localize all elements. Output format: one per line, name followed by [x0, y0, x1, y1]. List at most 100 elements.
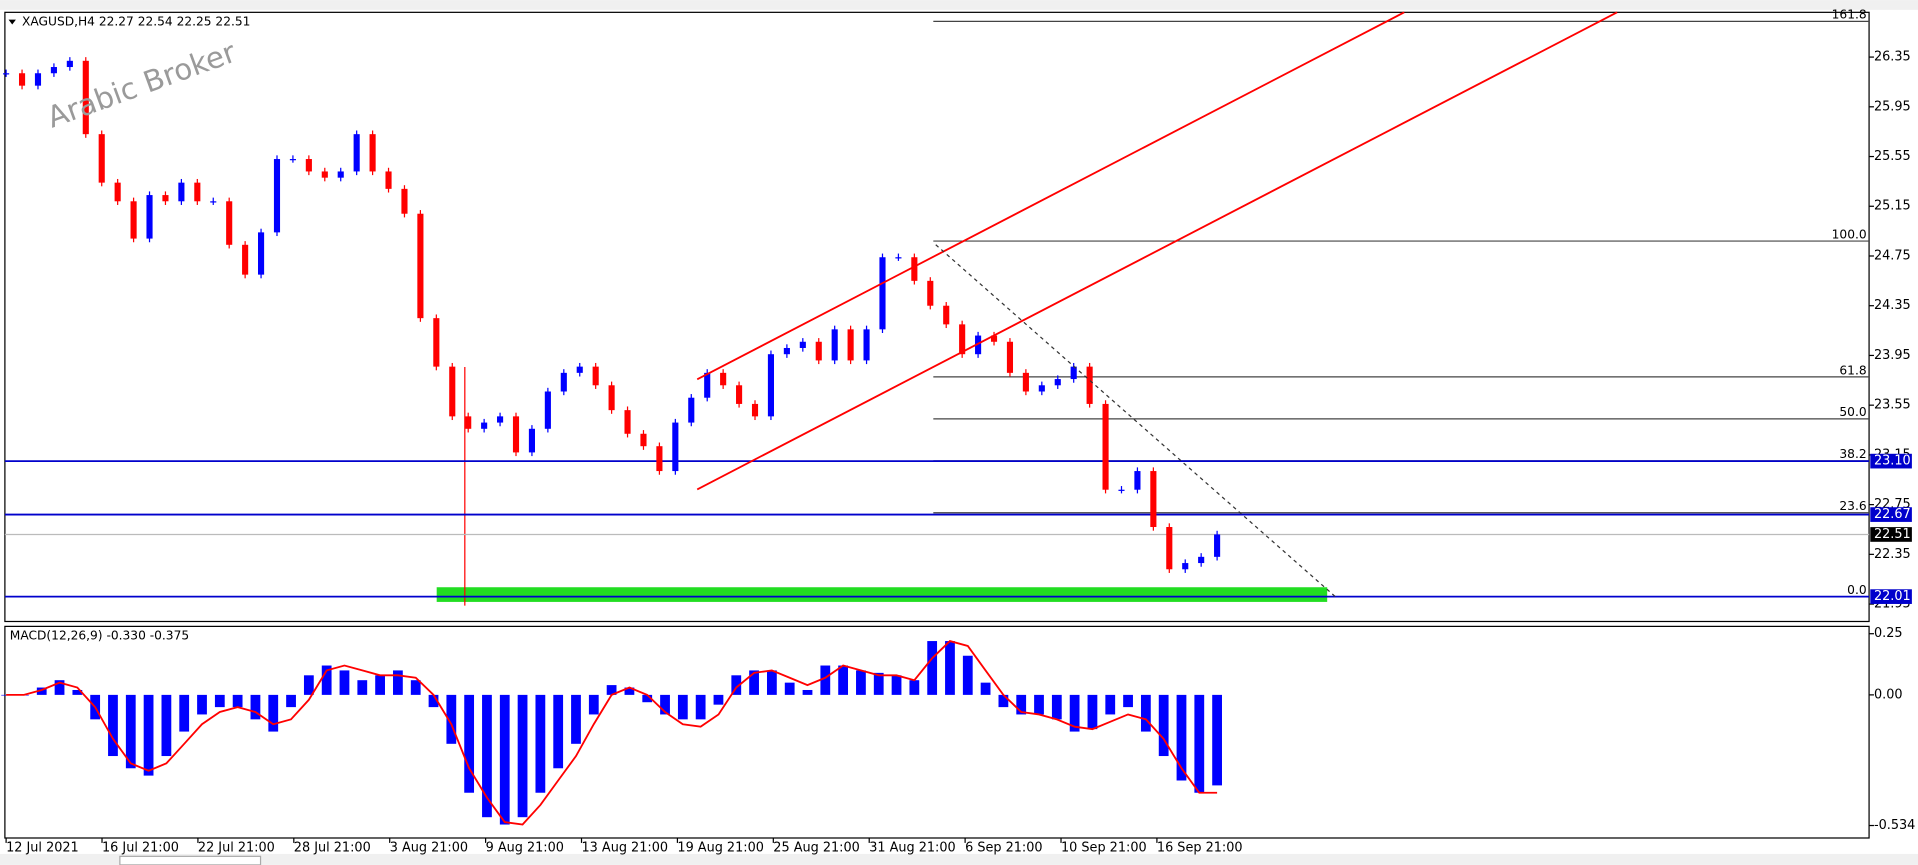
macd-y-tick-label: -0.534: [1874, 818, 1915, 833]
macd-bar: [214, 694, 225, 708]
macd-bar: [891, 675, 902, 695]
channel-line: [696, 11, 1618, 491]
candle: [831, 329, 838, 361]
macd-bar: [909, 680, 920, 695]
candle: [990, 335, 998, 342]
candle: [767, 354, 775, 417]
macd-bar: [695, 694, 706, 720]
candle: [66, 60, 73, 68]
candle: [385, 171, 392, 189]
macd-bar: [571, 694, 581, 744]
candle: [1054, 379, 1061, 386]
macd-bar: [606, 685, 617, 695]
macd-bar: [125, 694, 136, 769]
x-tick-label: 19 Aug 21:00: [677, 840, 764, 855]
candles: [3, 57, 1221, 573]
candle: [895, 257, 902, 259]
macd-bar: [303, 675, 314, 695]
macd-bar: [856, 670, 866, 695]
candle: [911, 257, 918, 281]
macd-panel-frame: [4, 625, 1870, 839]
macd-bar: [873, 672, 884, 695]
macd-y-tick-label: 0.25: [1874, 626, 1903, 641]
candle: [353, 134, 360, 172]
candle: [1070, 366, 1077, 380]
macd-bar: [143, 694, 154, 776]
fib-label: 161.8: [1832, 8, 1867, 22]
candle: [178, 182, 185, 202]
candle: [736, 385, 743, 404]
macd-bar: [1069, 694, 1080, 732]
macd-bar: [1140, 694, 1151, 732]
candle: [1102, 403, 1109, 490]
macd-bar: [428, 694, 439, 708]
candle: [1038, 385, 1045, 392]
candle: [481, 422, 488, 429]
x-tick-label: 6 Sep 21:00: [965, 840, 1042, 855]
macd-bar: [1016, 694, 1027, 715]
macd-bar: [713, 694, 724, 705]
candle: [82, 60, 89, 135]
candle: [226, 201, 233, 245]
tab-strip: [0, 853, 1918, 865]
macd-bar: [268, 694, 279, 732]
macd-bar: [36, 687, 47, 695]
macd-bar: [517, 694, 528, 818]
macd-y-tick-label: 0.00: [1874, 687, 1903, 702]
candle: [608, 385, 615, 411]
candle: [1214, 534, 1221, 557]
macd-bar: [927, 641, 938, 695]
candle: [879, 257, 886, 330]
candle: [449, 366, 456, 417]
y-tick-label: 25.55: [1874, 149, 1911, 164]
x-tick-label: 25 Aug 21:00: [773, 840, 860, 855]
candle: [465, 416, 472, 429]
y-tick-label: 25.15: [1874, 199, 1911, 214]
candle: [401, 188, 408, 214]
macd-bar: [1194, 694, 1205, 793]
candle: [720, 372, 727, 386]
candle: [34, 73, 42, 86]
chart-tab[interactable]: [119, 855, 262, 865]
price-label-box: [1870, 453, 1912, 469]
candle: [130, 201, 137, 239]
candle: [1118, 489, 1125, 491]
candle: [560, 372, 567, 392]
macd-bar: [588, 694, 599, 715]
price-label: 22.51: [1874, 527, 1911, 542]
candle: [1198, 556, 1205, 564]
price-label: 22.67: [1874, 507, 1911, 522]
symbol-title: XAGUSD,H4 22.27 22.54 22.25 22.51: [22, 15, 250, 29]
drawing-layer: [4, 20, 1870, 606]
macd-bar: [945, 641, 955, 695]
macd-bar: [838, 665, 849, 695]
candle: [576, 366, 583, 373]
toolbar-strip: [0, 0, 1918, 10]
macd-bar: [1176, 694, 1187, 781]
main-panel-frame: [4, 11, 1870, 623]
macd-bar: [482, 694, 492, 818]
macd-bar: [410, 680, 421, 695]
y-tick-label: 22.35: [1874, 547, 1911, 562]
macd-bar: [731, 675, 742, 695]
candle: [512, 416, 520, 453]
macd-bar: [1087, 694, 1098, 730]
candle: [50, 67, 57, 74]
candle: [863, 329, 870, 361]
candle: [640, 433, 647, 447]
macd-bar: [535, 694, 546, 793]
menu-arrow[interactable]: [8, 19, 16, 25]
candle: [1086, 366, 1093, 404]
candle: [1006, 341, 1014, 373]
candle: [98, 134, 105, 183]
x-tick-label: 28 Jul 21:00: [294, 840, 371, 855]
macd-bar: [375, 675, 385, 695]
price-label: 22.01: [1874, 589, 1911, 604]
channel-line: [696, 11, 1405, 381]
candle: [433, 318, 440, 367]
x-tick-label: 16 Jul 21:00: [102, 840, 179, 855]
support-zone: [436, 587, 1328, 602]
macd-bar: [553, 694, 564, 769]
